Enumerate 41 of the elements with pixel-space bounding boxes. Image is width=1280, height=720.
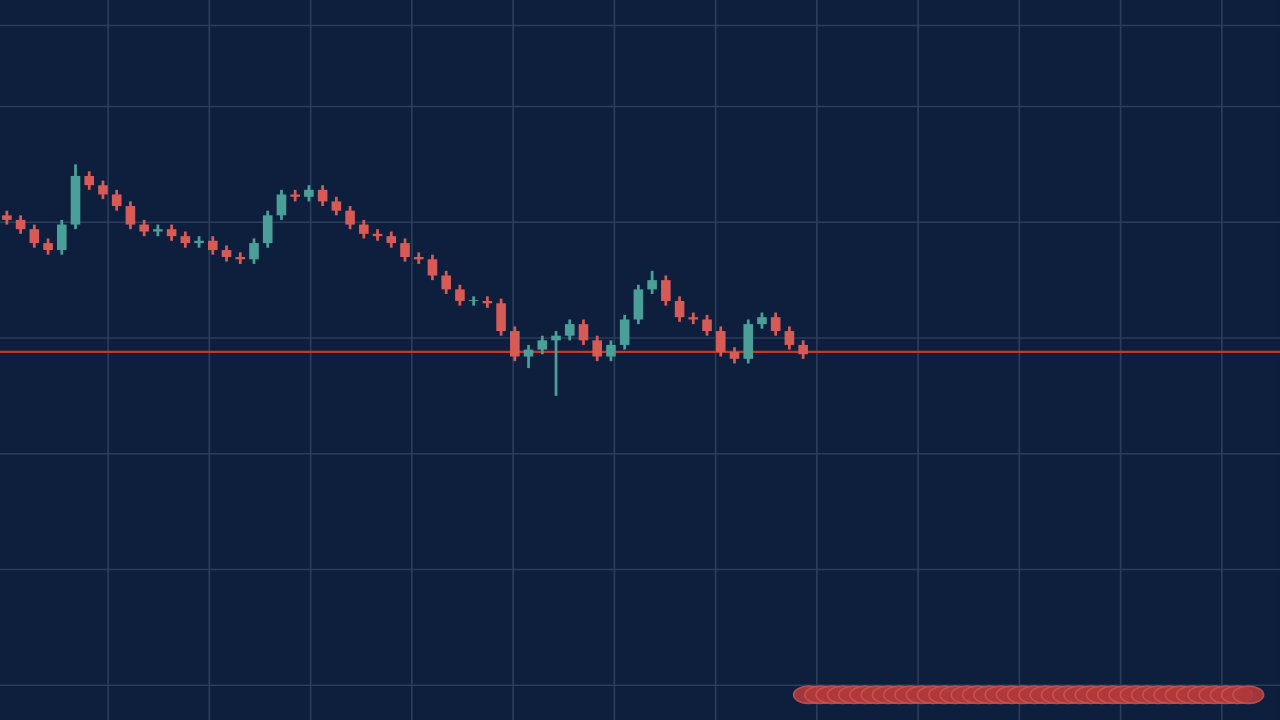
candlestick — [537, 334, 548, 356]
candlestick — [249, 237, 259, 266]
candlestick — [56, 218, 67, 257]
candlestick — [606, 338, 616, 363]
candlestick — [413, 250, 424, 266]
candlestick — [235, 250, 246, 266]
candlestick — [633, 283, 644, 326]
candlestick — [523, 343, 534, 370]
candlestick — [770, 311, 781, 338]
candlestick — [276, 188, 287, 222]
candlestick — [98, 179, 108, 201]
candlestick — [743, 318, 754, 365]
candlestick — [784, 325, 795, 351]
candlestick — [400, 237, 410, 263]
candlestick — [331, 195, 342, 217]
candlestick — [674, 294, 685, 324]
candlestick — [578, 318, 589, 347]
candlestick — [715, 325, 726, 358]
candlestick — [468, 294, 479, 307]
candlestick — [647, 269, 657, 296]
candlestick — [441, 269, 451, 296]
candlestick — [592, 334, 603, 363]
candlestick — [702, 313, 712, 338]
candlestick — [455, 283, 465, 307]
candlestick — [798, 338, 808, 361]
candlestick — [345, 204, 355, 231]
candlestick — [661, 274, 671, 307]
candlestick — [29, 223, 40, 250]
candlestick — [510, 325, 520, 363]
candlestick — [84, 169, 95, 192]
candlestick — [564, 318, 575, 342]
candlestick — [427, 253, 438, 282]
candlestick — [125, 200, 136, 231]
candlestick — [15, 213, 26, 236]
candlestick — [207, 234, 218, 257]
candlestick — [359, 218, 369, 240]
candlestick — [496, 297, 506, 338]
candlestick — [619, 313, 630, 351]
candlestick — [262, 209, 273, 250]
candlestick — [551, 329, 561, 398]
candlestick — [111, 188, 122, 213]
